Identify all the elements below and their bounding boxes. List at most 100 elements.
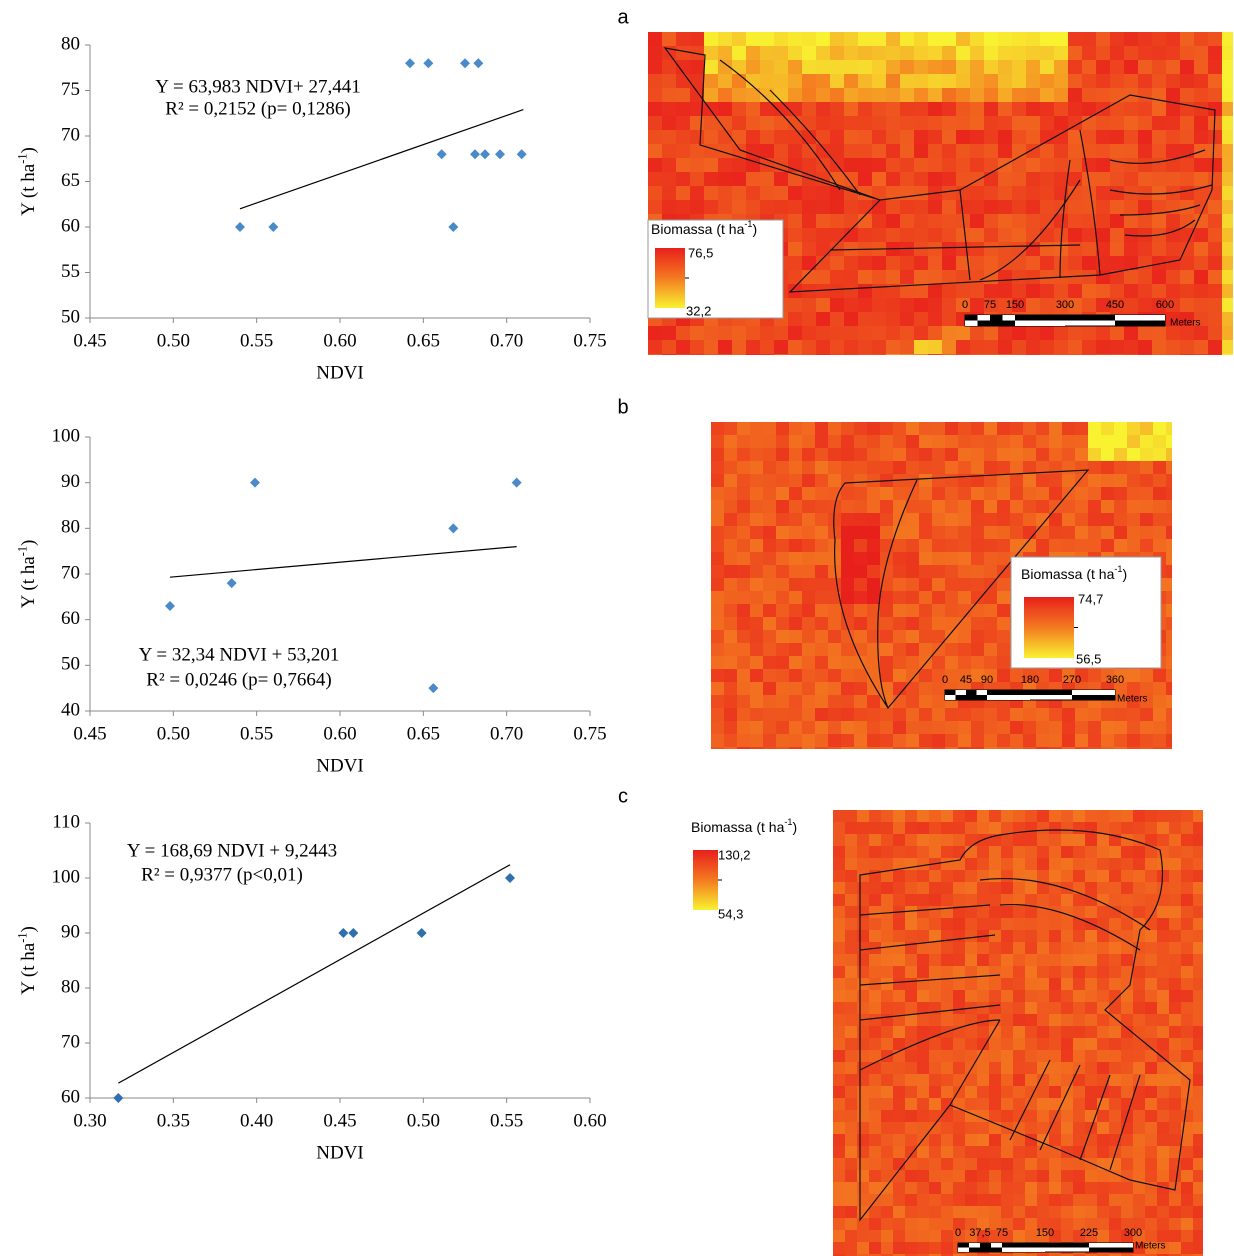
raster-cell: [1133, 846, 1146, 859]
raster-cell: [774, 186, 789, 201]
raster-cell: [914, 270, 929, 285]
raster-cell: [917, 870, 930, 883]
raster-cell: [872, 326, 887, 341]
raster-cell: [1054, 46, 1069, 61]
raster-cell: [648, 144, 663, 159]
raster-cell: [816, 214, 831, 229]
raster-cell: [760, 32, 775, 47]
raster-cell: [844, 144, 859, 159]
raster-cell: [900, 326, 915, 341]
raster-cell: [977, 1206, 990, 1219]
raster-cell: [718, 326, 733, 341]
raster-cell: [893, 1230, 906, 1243]
raster-cell: [1085, 882, 1098, 895]
raster-cell: [830, 130, 845, 145]
raster-cell: [1025, 930, 1038, 943]
raster-cell: [900, 340, 915, 355]
raster-cell: [1133, 1206, 1146, 1219]
raster-cell: [1124, 144, 1139, 159]
raster-cell: [1061, 1098, 1074, 1111]
raster-cell: [1222, 74, 1234, 89]
raster-cell: [1157, 906, 1170, 919]
raster-cell: [776, 526, 790, 540]
raster-cell: [737, 682, 751, 696]
raster-cell: [760, 130, 775, 145]
raster-cell: [1166, 552, 1180, 566]
raster-cell: [1049, 1206, 1062, 1219]
raster-cell: [711, 617, 725, 631]
raster-cell: [1037, 1146, 1050, 1159]
raster-cell: [841, 539, 855, 553]
raster-cell: [984, 513, 998, 527]
raster-cell: [815, 643, 829, 657]
raster-cell: [906, 539, 920, 553]
raster-cell: [737, 695, 751, 709]
raster-cell: [857, 990, 870, 1003]
raster-cell: [830, 116, 845, 131]
raster-cell: [648, 46, 663, 61]
raster-cell: [1121, 1158, 1134, 1171]
raster-cell: [1208, 60, 1223, 75]
raster-cell: [833, 978, 846, 991]
raster-cell: [917, 1170, 930, 1183]
raster-cell: [1194, 116, 1209, 131]
raster-cell: [1145, 1194, 1158, 1207]
raster-cell: [788, 312, 803, 327]
raster-cell: [858, 214, 873, 229]
raster-cell: [774, 340, 789, 355]
raster-cell: [704, 186, 719, 201]
raster-cell: [1025, 1182, 1038, 1195]
raster-cell: [750, 708, 764, 722]
raster-cell: [774, 32, 789, 47]
raster-cell: [1153, 448, 1167, 462]
raster-cell: [1133, 1050, 1146, 1063]
raster-cell: [1040, 186, 1055, 201]
raster-cell: [1025, 1206, 1038, 1219]
raster-cell: [958, 461, 972, 475]
raster-cell: [1193, 966, 1206, 979]
raster-cell: [886, 60, 901, 75]
raster-cell: [997, 747, 1011, 761]
raster-cell: [1062, 708, 1076, 722]
raster-cell: [1085, 1074, 1098, 1087]
raster-cell: [802, 116, 817, 131]
raster-cell: [1181, 1038, 1194, 1051]
raster-cell: [1222, 256, 1234, 271]
raster-cell: [858, 312, 873, 327]
raster-cell: [763, 487, 777, 501]
raster-cell: [872, 214, 887, 229]
raster-cell: [998, 46, 1013, 61]
raster-cell: [984, 448, 998, 462]
raster-cell: [1096, 60, 1111, 75]
raster-cell: [953, 1002, 966, 1015]
raster-cell: [997, 435, 1011, 449]
raster-cell: [917, 846, 930, 859]
raster-cell: [872, 284, 887, 299]
raster-cell: [844, 214, 859, 229]
raster-cell: [977, 990, 990, 1003]
raster-cell: [774, 74, 789, 89]
raster-cell: [1085, 966, 1098, 979]
raster-cell: [989, 1098, 1002, 1111]
raster-cell: [893, 1038, 906, 1051]
raster-cell: [989, 990, 1002, 1003]
raster-cell: [970, 214, 985, 229]
legend-max: 76,5: [688, 245, 713, 260]
raster-cell: [932, 643, 946, 657]
raster-cell: [737, 552, 751, 566]
raster-cell: [1061, 990, 1074, 1003]
raster-cell: [1001, 954, 1014, 967]
raster-cell: [788, 214, 803, 229]
raster-cell: [942, 326, 957, 341]
raster-cell: [893, 630, 907, 644]
raster-cell: [1157, 1170, 1170, 1183]
raster-cell: [690, 158, 705, 173]
raster-cell: [971, 422, 985, 436]
raster-cell: [1026, 214, 1041, 229]
raster-cell: [905, 1050, 918, 1063]
raster-cell: [1180, 256, 1195, 271]
raster-cell: [1049, 448, 1063, 462]
raster-cell: [704, 144, 719, 159]
raster-cell: [1169, 822, 1182, 835]
raster-cell: [869, 834, 882, 847]
